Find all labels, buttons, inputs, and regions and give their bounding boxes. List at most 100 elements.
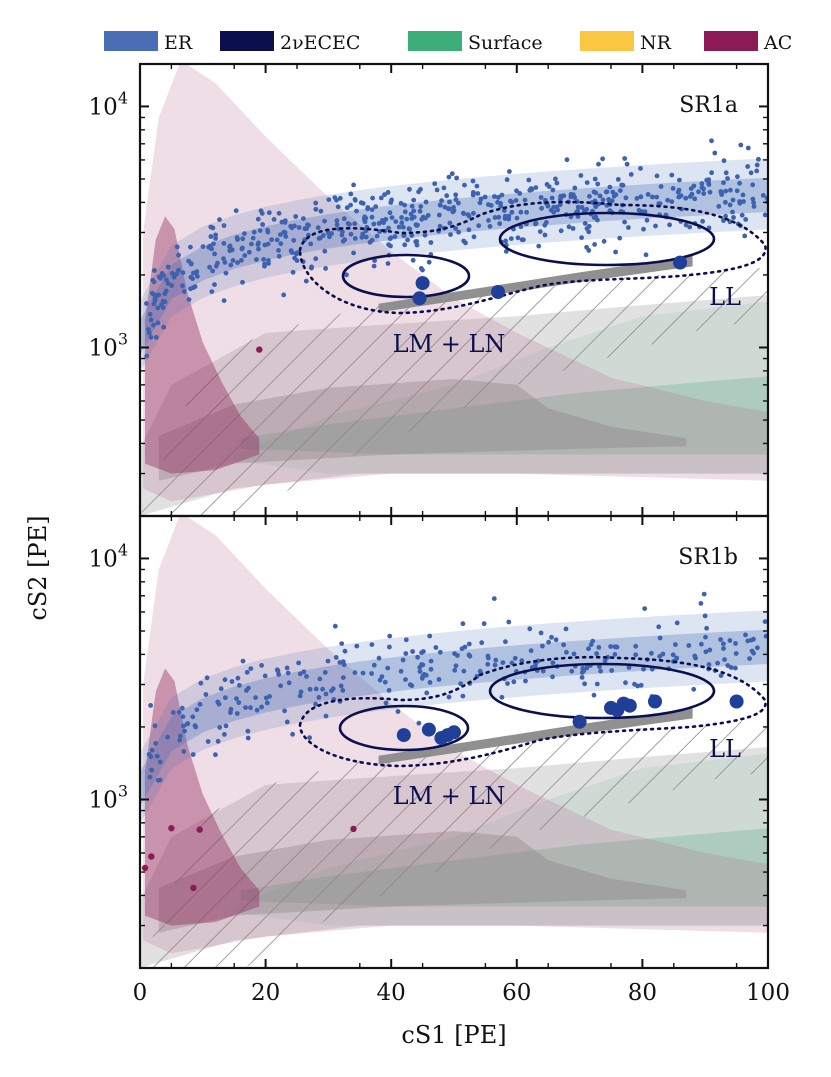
er-point	[456, 200, 461, 206]
er-point	[459, 646, 465, 652]
er-point	[294, 250, 300, 256]
er-point	[558, 228, 564, 234]
er-point	[592, 242, 597, 247]
er-point	[403, 677, 408, 682]
er-point	[760, 193, 766, 198]
er-point	[340, 238, 346, 244]
ac-point	[141, 864, 149, 872]
er-point	[582, 681, 587, 687]
er-point	[151, 292, 157, 297]
er-point	[398, 200, 404, 206]
er-point	[499, 192, 505, 198]
er-point	[186, 297, 192, 302]
er-point	[550, 187, 556, 193]
axes-frame-sr1b	[138, 514, 770, 970]
er-point	[308, 241, 314, 247]
er-point	[579, 675, 585, 680]
er-point	[369, 207, 375, 213]
er-point	[371, 662, 377, 668]
er-point	[450, 209, 456, 215]
er-point	[461, 668, 467, 674]
ellipse-ll	[498, 211, 716, 267]
er-point	[388, 200, 394, 205]
er-point	[642, 209, 648, 215]
er-point	[470, 178, 476, 184]
er-point	[240, 236, 246, 242]
er-point	[348, 202, 353, 208]
er-point	[209, 289, 215, 294]
er-point	[207, 264, 213, 270]
er-point	[416, 720, 422, 726]
er-point	[265, 229, 271, 235]
er-point	[407, 682, 413, 688]
er-point	[506, 619, 512, 625]
er-point	[276, 253, 282, 259]
er-point	[474, 183, 480, 189]
ecec-point	[421, 722, 436, 737]
er-point	[607, 184, 613, 190]
er-point	[313, 686, 319, 692]
panel-sr1a: SR1a LM + LN LL 103 104	[89, 62, 770, 518]
er-point	[165, 264, 171, 270]
er-point	[580, 666, 586, 671]
ac-point	[148, 853, 155, 860]
er-point	[564, 649, 569, 655]
er-point	[282, 708, 287, 714]
er-point	[213, 236, 219, 241]
er-point	[519, 658, 525, 664]
er-point	[509, 199, 515, 205]
er-point	[387, 644, 392, 650]
er-point	[707, 189, 713, 195]
er-point	[723, 170, 729, 176]
er-point	[739, 212, 745, 218]
er-point	[582, 221, 588, 226]
er-point	[176, 709, 182, 715]
er-point	[479, 640, 485, 646]
er-point	[456, 229, 461, 235]
er-point	[725, 663, 731, 668]
er-point	[742, 233, 748, 239]
er-point	[462, 182, 467, 188]
er-point	[176, 267, 181, 273]
annotation-lm-ln-sr1b: LM + LN	[393, 782, 506, 810]
y-tick-label: 103	[89, 330, 128, 362]
er-point	[191, 270, 196, 276]
er-point	[223, 723, 229, 729]
er-point	[503, 639, 508, 645]
er-point	[492, 215, 498, 220]
er-point	[524, 209, 529, 215]
er-point	[171, 274, 177, 280]
er-point	[669, 199, 675, 205]
er-point	[316, 695, 322, 700]
er-point	[309, 264, 314, 270]
er-point	[466, 652, 472, 658]
er-point	[212, 251, 218, 257]
er-point	[587, 193, 592, 199]
er-point	[623, 195, 629, 201]
er-point	[608, 644, 614, 649]
er-point	[511, 679, 517, 685]
er-point	[612, 652, 618, 657]
er-point	[330, 686, 336, 692]
er-point	[487, 224, 493, 229]
er-point	[558, 196, 563, 202]
er-point	[723, 213, 728, 219]
er-point	[458, 681, 463, 687]
er-point	[411, 197, 417, 203]
er-point	[341, 662, 347, 668]
er-point	[495, 195, 501, 200]
er-point	[271, 217, 277, 222]
ellipse-ll	[488, 662, 716, 720]
er-point	[441, 185, 447, 191]
er-point	[365, 205, 371, 210]
er-point	[756, 156, 761, 162]
er-point	[622, 156, 628, 161]
er-point	[313, 701, 318, 707]
er-point	[730, 197, 736, 203]
er-point	[623, 680, 628, 686]
er-point	[485, 202, 491, 207]
er-point	[163, 288, 169, 294]
er-point	[632, 681, 637, 687]
er-point	[509, 209, 515, 215]
ecec-point	[396, 728, 411, 743]
